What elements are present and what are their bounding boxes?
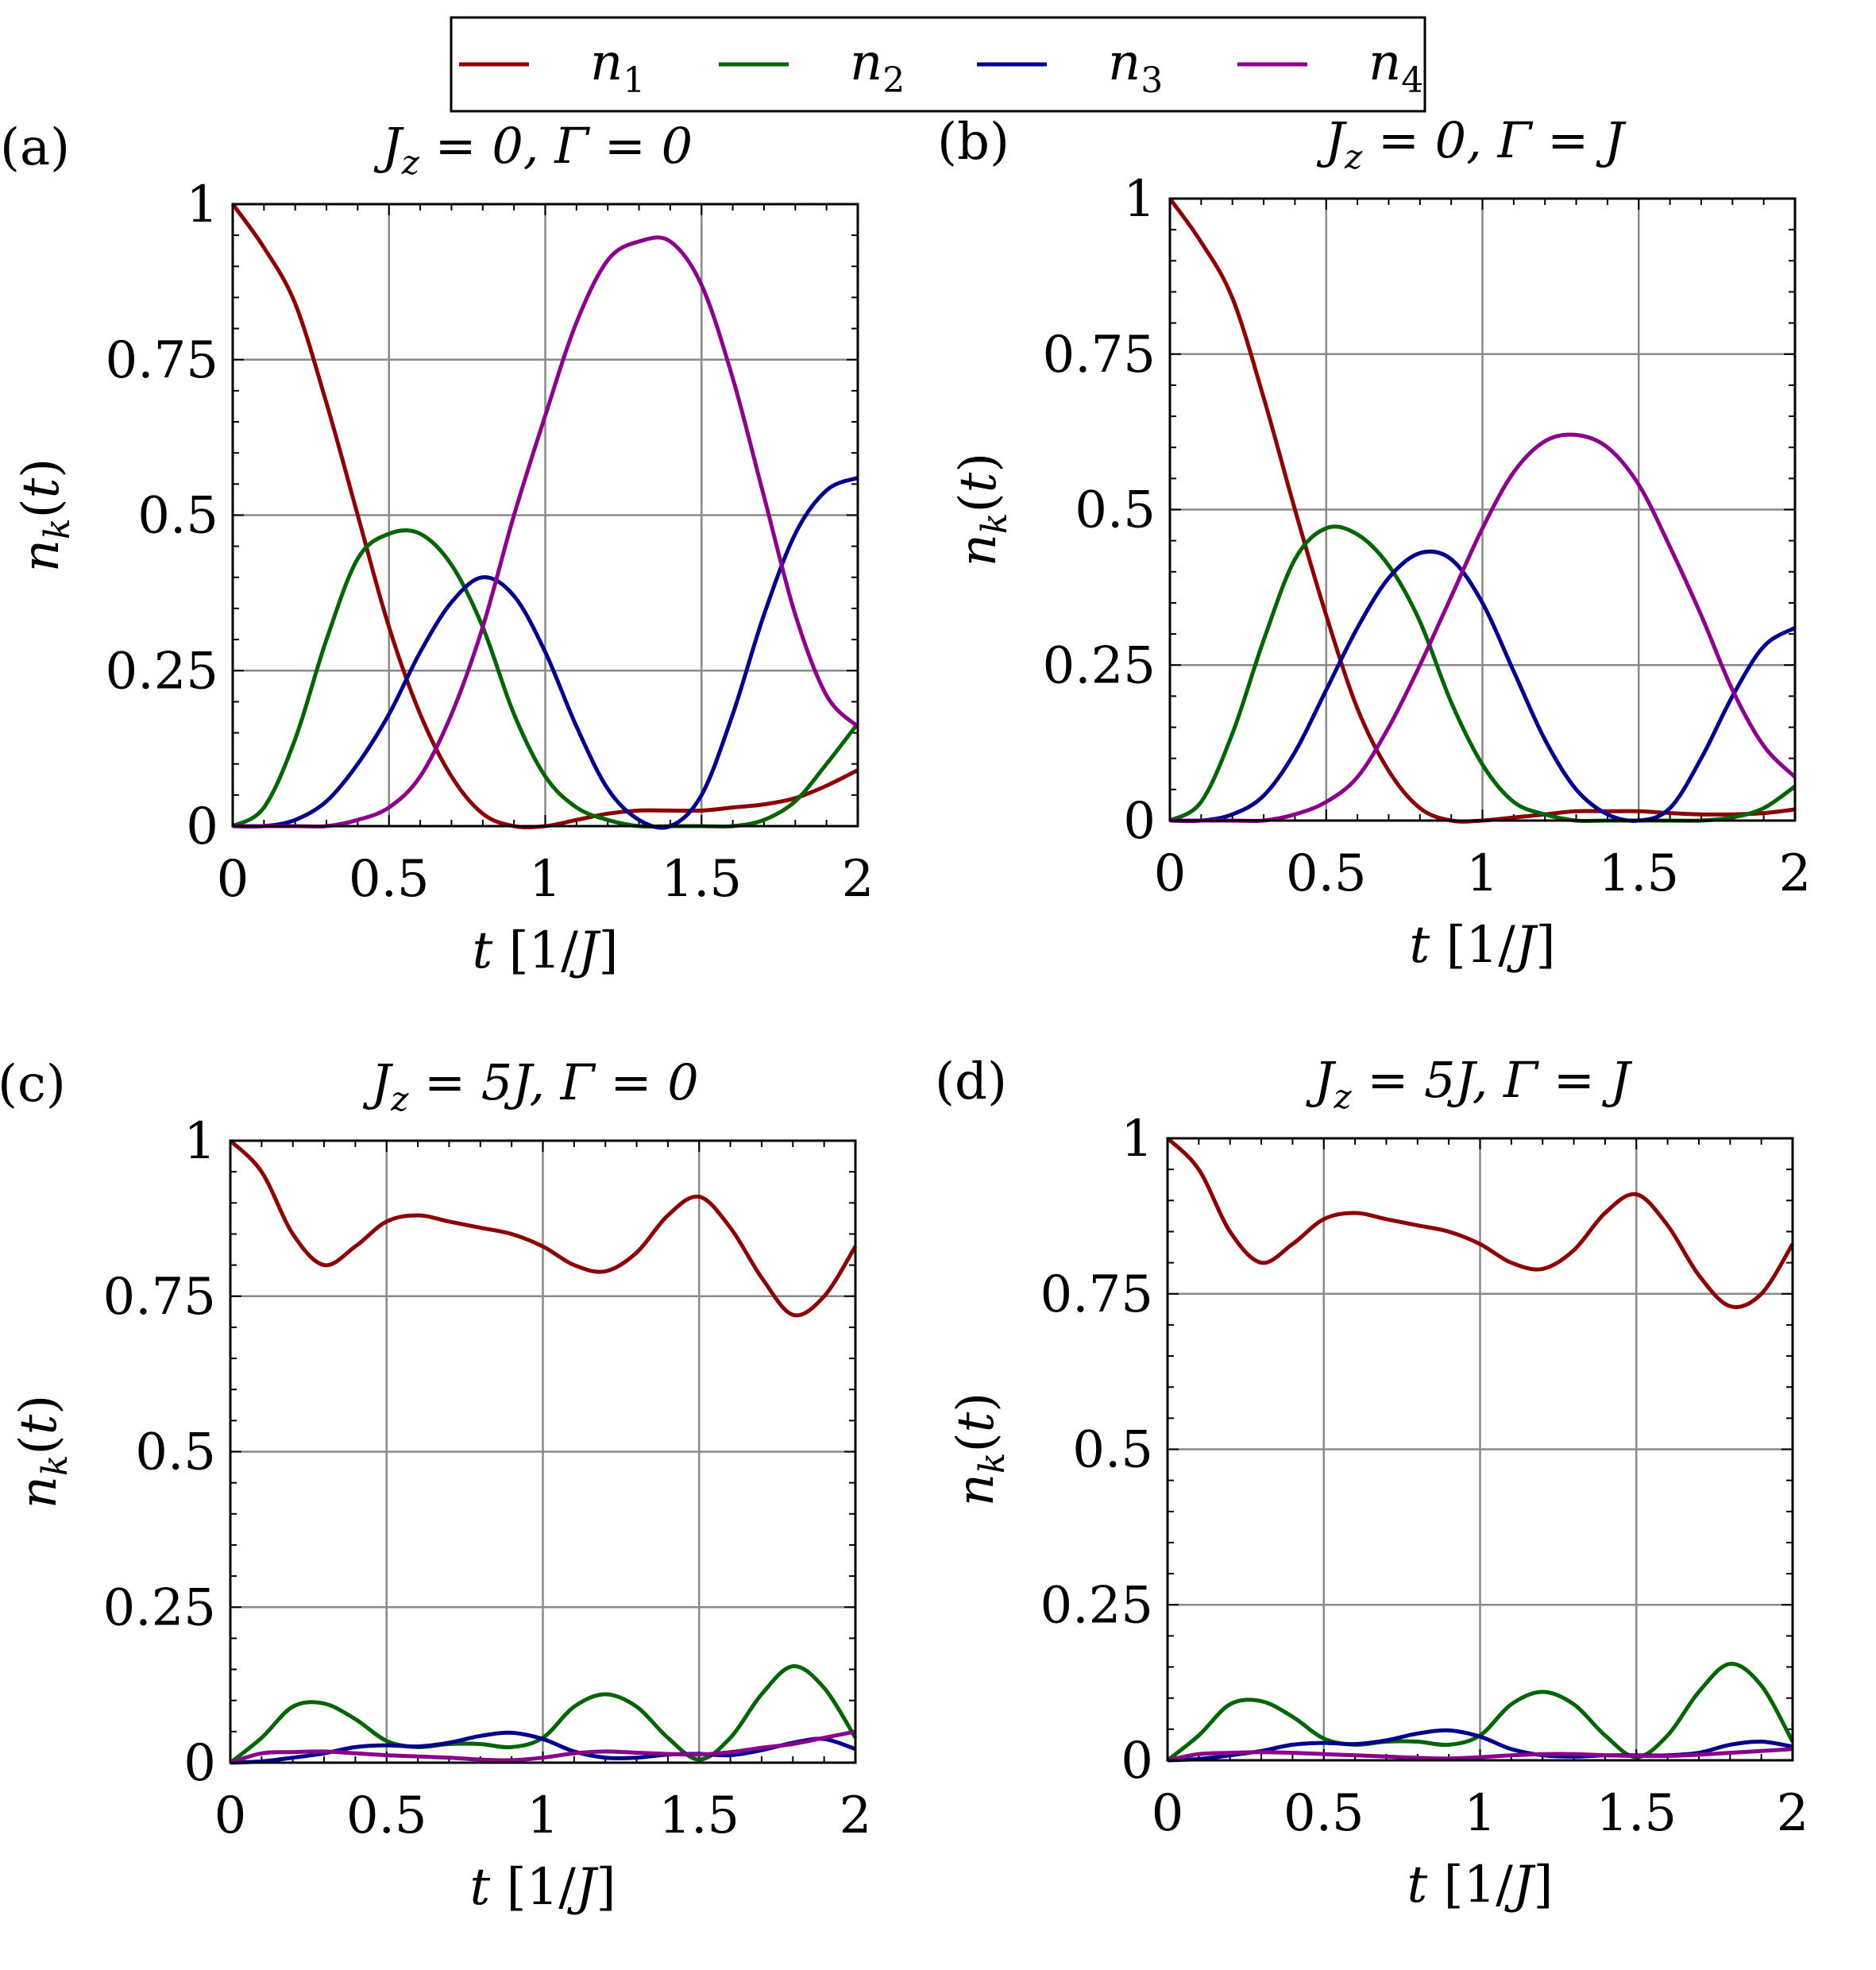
y-tick-label: 0.75 bbox=[1043, 326, 1156, 384]
y-tick-label: 1 bbox=[186, 176, 218, 234]
x-tick-label: 0.5 bbox=[349, 850, 430, 909]
plot-frame bbox=[1168, 197, 1797, 822]
series-line-n2 bbox=[1166, 1662, 1795, 1762]
panel-title: Jz = 0, Γ = 0 bbox=[373, 117, 693, 182]
y-axis-title: nk(t) bbox=[12, 458, 78, 573]
plot-frame bbox=[229, 1139, 857, 1764]
y-axis-title: nk(t) bbox=[947, 1393, 1013, 1507]
x-tick-label: 0.5 bbox=[346, 1787, 427, 1845]
series-line-n4 bbox=[233, 235, 859, 829]
panel-label: (a) bbox=[0, 118, 70, 177]
x-tick-label: 0.5 bbox=[1286, 844, 1367, 903]
series-line-n4 bbox=[1169, 432, 1797, 824]
plot-frame bbox=[1166, 1137, 1794, 1762]
x-tick-label: 1 bbox=[529, 850, 562, 909]
x-tick-label: 2 bbox=[1779, 844, 1812, 903]
x-tick-label: 0 bbox=[1154, 844, 1187, 903]
y-tick-label: 0 bbox=[183, 1734, 216, 1793]
y-tick-label: 0.75 bbox=[1040, 1265, 1154, 1324]
x-tick-label: 0 bbox=[1152, 1784, 1184, 1843]
series-line-n3 bbox=[232, 476, 859, 830]
y-tick-label: 0.25 bbox=[1040, 1576, 1154, 1635]
x-axis-title: t [1/J] bbox=[1410, 916, 1556, 975]
x-tick-label: 1.5 bbox=[1596, 1784, 1677, 1843]
y-tick-label: 1 bbox=[1121, 1110, 1153, 1168]
y-tick-label: 0 bbox=[186, 798, 218, 856]
x-tick-label: 1 bbox=[1464, 1784, 1496, 1843]
x-tick-label: 1.5 bbox=[658, 1787, 739, 1845]
plot-frame bbox=[231, 203, 859, 828]
y-tick-label: 0.25 bbox=[1043, 636, 1156, 695]
series-line-n2 bbox=[231, 528, 859, 829]
legend-label-n4: n4 bbox=[1368, 33, 1423, 101]
y-axis-title: nk(t) bbox=[949, 453, 1015, 567]
panel-label: (b) bbox=[937, 113, 1009, 172]
x-tick-label: 1.5 bbox=[661, 850, 742, 909]
y-tick-label: 0.75 bbox=[103, 1268, 217, 1327]
y-tick-label: 0.75 bbox=[106, 331, 219, 390]
chart-panel-b: 0 0.5 1 1.5 2 0 0.25 0.5 0.75 1 t [1/J] nk(t) (b) Jz … bbox=[937, 111, 1811, 975]
y-tick-label: 0.5 bbox=[137, 487, 218, 546]
legend-label-n3: n3 bbox=[1108, 33, 1163, 101]
series-line-n3 bbox=[1169, 549, 1797, 824]
y-tick-label: 0.25 bbox=[106, 642, 219, 701]
x-tick-label: 1.5 bbox=[1598, 844, 1679, 903]
x-tick-label: 0.5 bbox=[1283, 1784, 1365, 1843]
y-tick-label: 0 bbox=[1121, 1732, 1153, 1790]
x-axis-title: t [1/J] bbox=[473, 921, 619, 980]
x-tick-label: 0 bbox=[214, 1787, 247, 1845]
y-tick-label: 0 bbox=[1123, 792, 1156, 851]
panel-title: Jz = 5J, Γ = 0 bbox=[362, 1053, 698, 1118]
legend-label-n1: n1 bbox=[590, 33, 645, 101]
x-tick-label: 2 bbox=[1777, 1784, 1809, 1843]
y-tick-label: 1 bbox=[1123, 170, 1156, 229]
x-tick-label: 2 bbox=[840, 1787, 872, 1845]
series-line-n4 bbox=[230, 1729, 856, 1765]
panel-title: Jz = 0, Γ = J bbox=[1316, 111, 1627, 176]
y-tick-label: 1 bbox=[183, 1112, 216, 1171]
panel-title: Jz = 5J, Γ = J bbox=[1306, 1051, 1633, 1116]
y-tick-label: 0.25 bbox=[103, 1578, 217, 1637]
x-axis-title: t [1/J] bbox=[470, 1858, 616, 1917]
chart-panel-d: 0 0.5 1 1.5 2 0 0.25 0.5 0.75 1 t [1/J] nk(t) (d) Jz … bbox=[935, 1051, 1808, 1914]
y-axis-title: nk(t) bbox=[10, 1395, 75, 1509]
chart-panel-a: 0 0.5 1 1.5 2 0 0.25 0.5 0.75 1 t [1/J] nk(t) (a) Jz … bbox=[0, 117, 874, 980]
legend: n1 n2 n3 n4 bbox=[450, 16, 1426, 113]
legend-label-n2: n2 bbox=[850, 33, 905, 101]
y-tick-label: 0.5 bbox=[135, 1423, 216, 1482]
x-tick-label: 2 bbox=[842, 850, 874, 909]
x-axis-title: t [1/J] bbox=[1407, 1856, 1554, 1914]
x-tick-label: 1 bbox=[1466, 844, 1499, 903]
x-tick-label: 1 bbox=[527, 1787, 559, 1845]
series-line-n4 bbox=[1167, 1747, 1793, 1763]
panel-label: (c) bbox=[0, 1055, 66, 1114]
x-tick-label: 0 bbox=[217, 850, 249, 909]
series-line-n1 bbox=[229, 1139, 858, 1318]
panel-label: (d) bbox=[935, 1053, 1007, 1111]
series-line-n1 bbox=[1166, 1137, 1795, 1309]
y-tick-label: 0.5 bbox=[1075, 481, 1156, 540]
chart-panel-c: 0 0.5 1 1.5 2 0 0.25 0.5 0.75 1 t [1/J] nk(t) (c) Jz … bbox=[0, 1053, 871, 1917]
y-tick-label: 0.5 bbox=[1072, 1421, 1153, 1480]
